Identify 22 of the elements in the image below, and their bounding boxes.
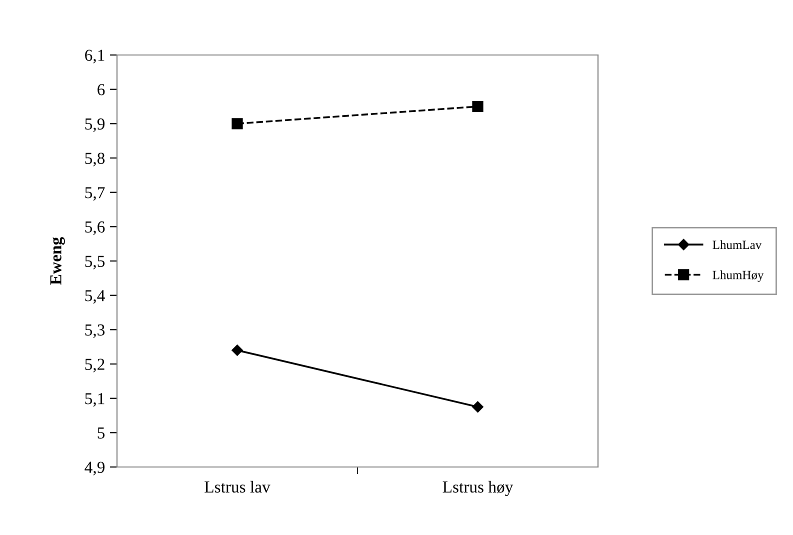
y-tick-label: 5,1 [85,393,104,407]
y-tick-label: 5 [98,428,105,439]
x-tick-label: Lstrus høy [442,480,514,496]
y-tick-label: 5,4 [85,290,105,304]
y-tick-label: 5,3 [85,324,105,338]
y-tick-label: 5,9 [85,118,105,132]
y-tick-label: 5,5 [85,256,105,270]
y-tick-label: 5,7 [85,187,105,201]
y-tick-label: 4,9 [84,462,105,476]
x-tick-label: Lstrus lav [204,480,270,493]
legend-label: LhumHøy [712,270,764,282]
y-tick-label: 5,6 [85,221,105,236]
point [232,118,243,130]
y-axis-title: Eweng [50,237,65,285]
legend-label: LhumLav [712,240,762,250]
point [232,344,243,356]
y-tick-label: 6 [98,84,105,96]
y-tick-label: 5,2 [85,358,104,372]
point [472,401,484,413]
point [472,100,484,112]
y-tick-label: 6,1 [85,50,104,64]
y-tick-label: 5,8 [85,152,105,166]
